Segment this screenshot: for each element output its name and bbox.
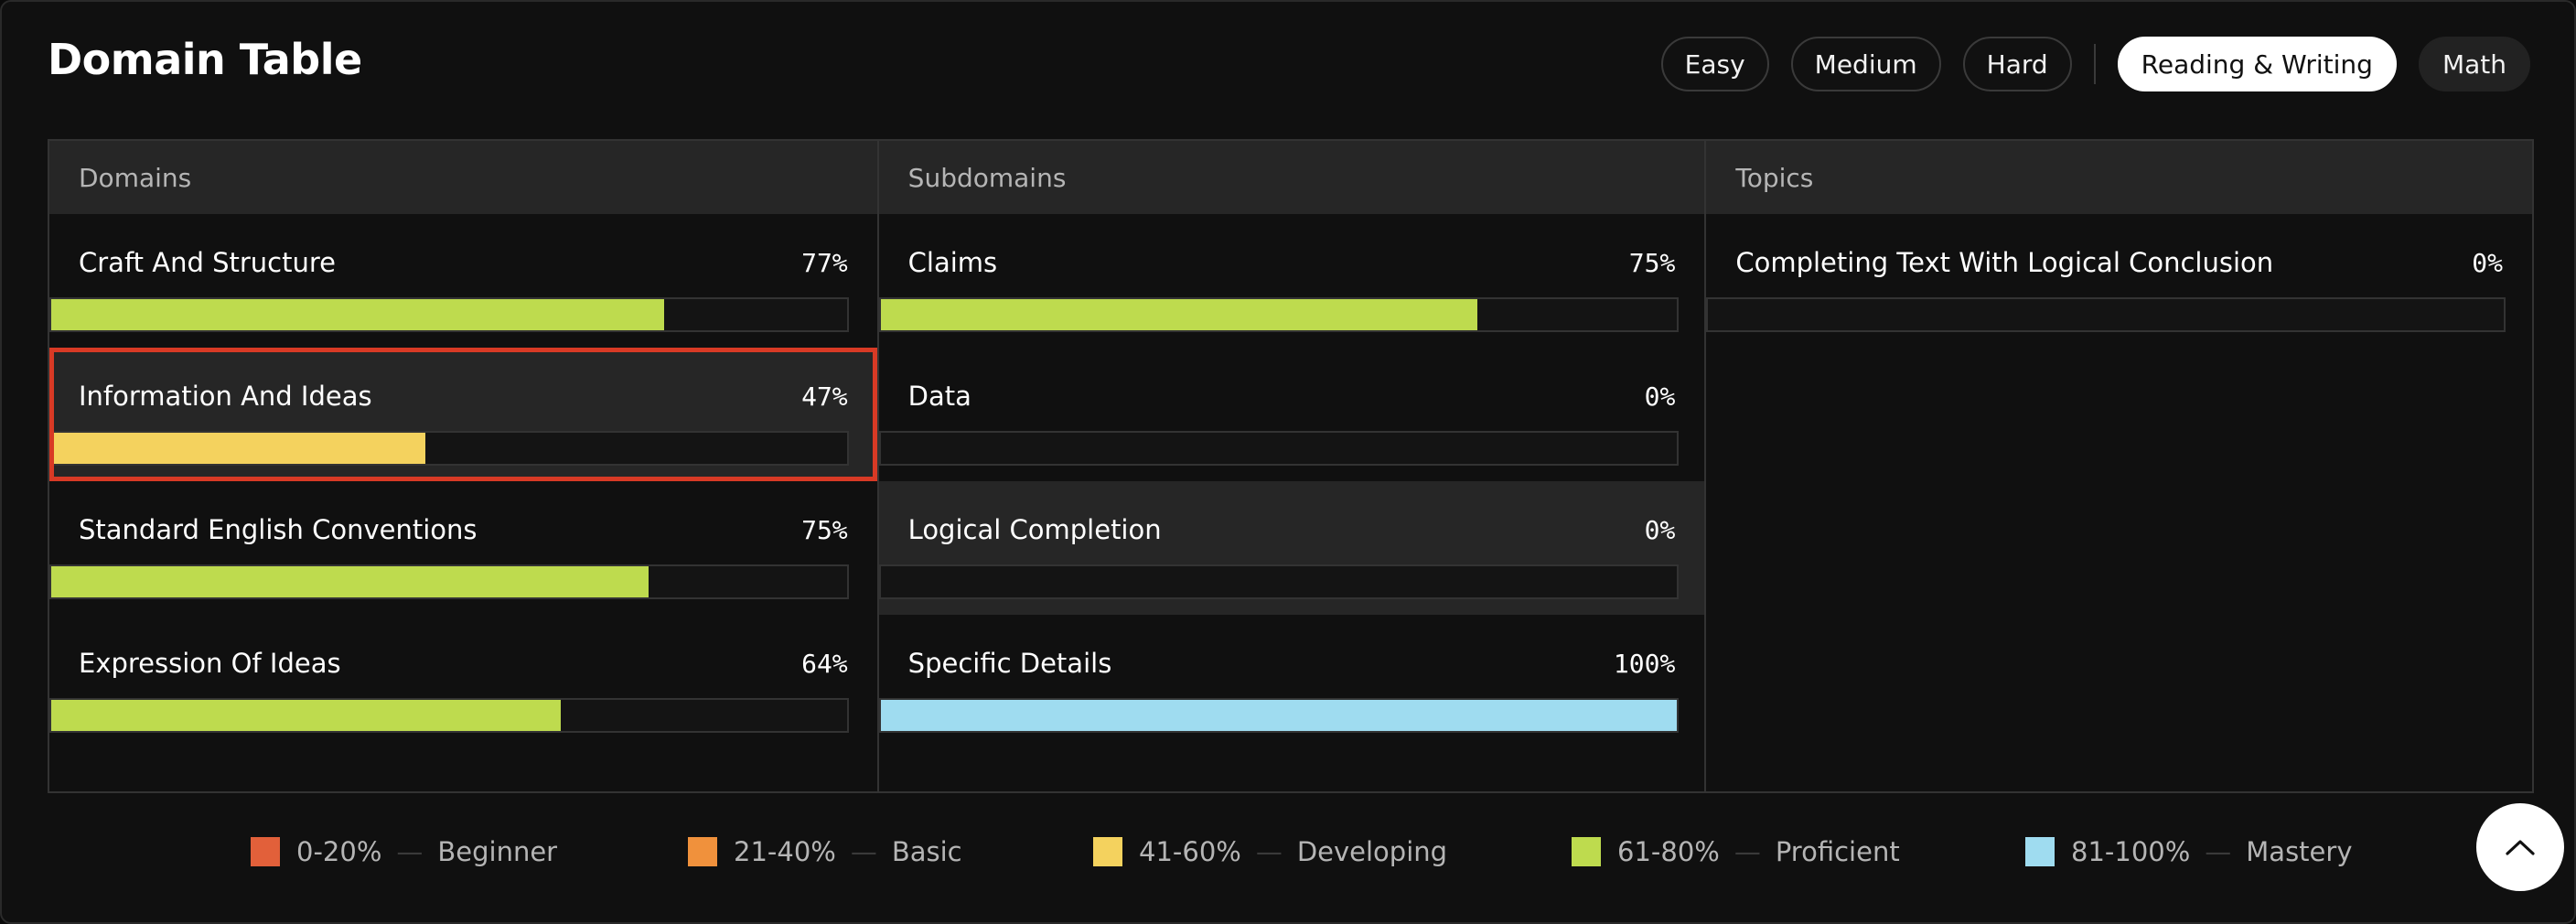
row-name: Logical Completion xyxy=(907,514,1162,545)
subdomain-row[interactable]: Logical Completion 0% xyxy=(878,481,1705,615)
subdomain-row[interactable]: Data 0% xyxy=(878,348,1705,481)
legend-item: 81-100% — Mastery xyxy=(2025,836,2352,867)
progress-track xyxy=(49,431,849,466)
legend-item: 21-40% — Basic xyxy=(688,836,962,867)
legend-label: Beginner xyxy=(437,836,558,867)
filter-bar: Easy Medium Hard Reading & Writing Math xyxy=(1639,37,2530,91)
subdomain-row[interactable]: Claims 75% xyxy=(878,214,1705,348)
progress-track xyxy=(49,698,849,733)
progress-fill xyxy=(51,700,561,731)
progress-track xyxy=(878,698,1679,733)
progress-fill xyxy=(51,433,425,464)
topics-list: Completing Text With Logical Conclusion 0… xyxy=(1706,214,2532,348)
legend-item: 0-20% — Beginner xyxy=(251,836,557,867)
legend-label: Developing xyxy=(1296,836,1448,867)
legend-separator: — xyxy=(1733,836,1761,867)
filter-easy-button[interactable]: Easy xyxy=(1660,37,1769,91)
legend-separator: — xyxy=(2205,836,2232,867)
row-name: Specific Details xyxy=(907,648,1112,679)
legend-label: Proficient xyxy=(1775,836,1900,867)
row-percent: 0% xyxy=(2472,248,2504,278)
legend-item: 41-60% — Developing xyxy=(1093,836,1447,867)
domain-row[interactable]: Standard English Conventions 75% xyxy=(49,481,877,615)
domain-table: Domains Craft And Structure 77% Informatio… xyxy=(48,139,2534,793)
legend-label: Mastery xyxy=(2246,836,2353,867)
subdomains-column-header: Subdomains xyxy=(878,141,1705,214)
topics-column: Topics Completing Text With Logical Conc… xyxy=(1704,141,2533,791)
legend-range: 0-20% xyxy=(296,836,382,867)
progress-track xyxy=(878,297,1679,332)
legend-swatch xyxy=(688,837,717,866)
row-name: Data xyxy=(907,381,971,412)
legend-range: 21-40% xyxy=(734,836,836,867)
row-percent: 47% xyxy=(801,381,848,412)
progress-track xyxy=(1706,297,2506,332)
legend-swatch xyxy=(251,837,280,866)
topic-row[interactable]: Completing Text With Logical Conclusion 0… xyxy=(1706,214,2532,348)
progress-track xyxy=(878,431,1679,466)
row-percent: 77% xyxy=(801,248,848,278)
subdomains-column: Subdomains Claims 75% Data 0% Logical Comple… xyxy=(876,141,1705,791)
chevron-up-icon xyxy=(2506,840,2535,855)
row-name: Claims xyxy=(907,247,998,278)
progress-track xyxy=(49,297,849,332)
progress-fill xyxy=(880,299,1478,330)
filter-divider xyxy=(2093,44,2096,84)
filter-medium-button[interactable]: Medium xyxy=(1790,37,1941,91)
row-name: Standard English Conventions xyxy=(79,514,478,545)
domains-column: Domains Craft And Structure 77% Informatio… xyxy=(49,141,877,791)
subdomain-row[interactable]: Specific Details 100% xyxy=(878,615,1705,748)
legend-separator: — xyxy=(1255,836,1283,867)
progress-track xyxy=(49,564,849,599)
legend-label: Basic xyxy=(891,836,962,867)
row-name: Information And Ideas xyxy=(79,381,372,412)
domain-row[interactable]: Expression Of Ideas 64% xyxy=(49,615,877,748)
row-name: Craft And Structure xyxy=(79,247,336,278)
progress-fill xyxy=(880,700,1677,731)
domain-row[interactable]: Craft And Structure 77% xyxy=(49,214,877,348)
progress-fill xyxy=(51,566,649,597)
row-name: Expression Of Ideas xyxy=(79,648,341,679)
progress-track xyxy=(878,564,1679,599)
legend-separator: — xyxy=(396,836,424,867)
legend-swatch xyxy=(1572,837,1601,866)
progress-fill xyxy=(51,299,664,330)
topics-column-header: Topics xyxy=(1706,141,2533,214)
subdomains-list: Claims 75% Data 0% Logical Completion 0% Speci… xyxy=(878,214,1705,748)
legend-item: 61-80% — Proficient xyxy=(1572,836,1900,867)
subject-reading-writing-button[interactable]: Reading & Writing xyxy=(2117,37,2397,91)
legend-swatch xyxy=(2025,837,2055,866)
domains-list: Craft And Structure 77% Information And Id… xyxy=(49,214,877,748)
legend-range: 61-80% xyxy=(1617,836,1720,867)
scroll-to-top-button[interactable] xyxy=(2476,803,2564,891)
row-percent: 0% xyxy=(1644,515,1676,545)
domains-column-header: Domains xyxy=(49,141,877,214)
row-percent: 75% xyxy=(801,515,848,545)
row-percent: 75% xyxy=(1628,248,1676,278)
row-percent: 0% xyxy=(1644,381,1676,412)
filter-hard-button[interactable]: Hard xyxy=(1962,37,2072,91)
row-name: Completing Text With Logical Conclusion xyxy=(1735,247,2274,278)
page-title: Domain Table xyxy=(48,35,362,84)
row-percent: 64% xyxy=(801,649,848,679)
legend: 0-20% — Beginner 21-40% — Basic 41-60% — Develop… xyxy=(2,836,2576,873)
domain-row[interactable]: Information And Ideas 47% xyxy=(49,348,877,481)
legend-range: 81-100% xyxy=(2071,836,2191,867)
subject-math-button[interactable]: Math xyxy=(2418,37,2530,91)
row-percent: 100% xyxy=(1613,649,1676,679)
legend-range: 41-60% xyxy=(1139,836,1241,867)
legend-separator: — xyxy=(850,836,877,867)
legend-swatch xyxy=(1093,837,1122,866)
